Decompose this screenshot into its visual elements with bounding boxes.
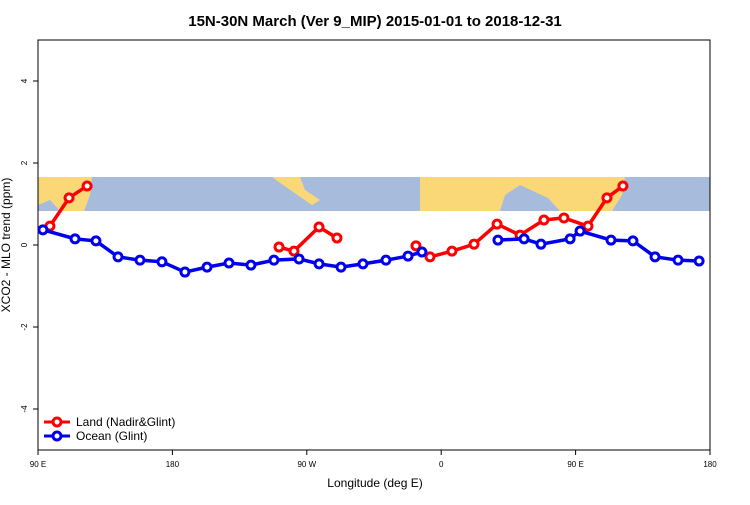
point [491, 218, 503, 230]
point [649, 251, 661, 263]
point [223, 257, 235, 269]
point [90, 235, 102, 247]
point [582, 220, 594, 232]
map-band [38, 177, 710, 211]
point [518, 233, 530, 245]
point [331, 232, 343, 244]
point [268, 254, 280, 266]
legend-label: Ocean (Glint) [76, 429, 147, 443]
point [605, 234, 617, 246]
point [617, 180, 629, 192]
point [245, 259, 257, 271]
point [410, 240, 422, 252]
x-tick-label: 90 W [297, 460, 316, 469]
point [558, 212, 570, 224]
point [468, 238, 480, 250]
point [63, 192, 75, 204]
point [535, 238, 547, 250]
x-axis-label: Longitude (deg E) [327, 476, 422, 490]
x-tick-label: 0 [439, 460, 444, 469]
y-tick-label: -4 [20, 405, 29, 413]
point [81, 180, 93, 192]
chart-title: 15N-30N March (Ver 9_MIP) 2015-01-01 to … [188, 13, 562, 30]
point [693, 255, 705, 267]
x-tick-label: 180 [703, 460, 717, 469]
point [288, 245, 300, 257]
point [424, 251, 436, 263]
point [156, 256, 168, 268]
point [313, 258, 325, 270]
point [601, 192, 613, 204]
legend-label: Land (Nadir&Glint) [76, 415, 175, 429]
point [357, 258, 369, 270]
point [335, 261, 347, 273]
point [416, 246, 428, 258]
point [134, 254, 146, 266]
point [112, 251, 124, 263]
y-tick-label: 2 [20, 160, 29, 165]
legend-marker [51, 416, 63, 428]
point [672, 254, 684, 266]
series-line [42, 228, 700, 274]
point [402, 250, 414, 262]
point [201, 261, 213, 273]
point [627, 235, 639, 247]
point [380, 254, 392, 266]
x-tick-label: 180 [166, 460, 180, 469]
y-tick-label: 0 [20, 242, 29, 247]
point [69, 233, 81, 245]
x-tick-label: 90 E [567, 460, 583, 469]
point [273, 241, 285, 253]
y-tick-label: -2 [20, 323, 29, 331]
point [446, 245, 458, 257]
point [293, 253, 305, 265]
point [574, 225, 586, 237]
point [564, 233, 576, 245]
legend-marker [51, 430, 63, 442]
point [37, 224, 49, 236]
x-tick-label: 90 E [30, 460, 46, 469]
point [179, 266, 191, 278]
y-tick-label: 4 [20, 78, 29, 83]
point [313, 221, 325, 233]
y-axis-label: XCO2 - MLO trend (ppm) [0, 178, 13, 313]
point [538, 214, 550, 226]
point [492, 234, 504, 246]
